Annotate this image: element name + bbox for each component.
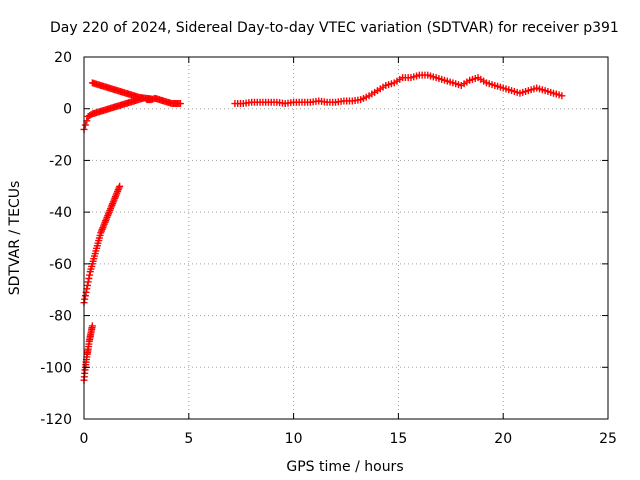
x-tick-label: 25	[599, 431, 617, 447]
grid-lines	[84, 57, 608, 419]
x-tick-label: 15	[389, 431, 407, 447]
plot-frame	[83, 56, 609, 420]
y-tick-label: -20	[49, 153, 72, 169]
y-tick-label: -60	[49, 257, 72, 273]
tick-labels: 0 5 10 15 20 25 -120 -100 -80 -60 -40 -20 0 20	[40, 50, 617, 447]
x-tick-label: 10	[285, 431, 303, 447]
data-point	[81, 121, 89, 129]
data-point	[88, 322, 96, 330]
x-tick-label: 0	[80, 431, 89, 447]
data-point	[116, 182, 124, 190]
y-tick-label: -120	[40, 412, 72, 428]
x-axis-label: GPS time / hours	[286, 459, 403, 475]
y-tick-label: 0	[63, 102, 72, 118]
x-tick-label: 20	[494, 431, 512, 447]
y-tick-label: -80	[49, 309, 72, 325]
x-tick-label: 5	[184, 431, 193, 447]
data-points	[80, 71, 566, 384]
data-point	[176, 100, 184, 108]
axis-ticks	[83, 56, 609, 420]
y-tick-label: -40	[49, 205, 72, 221]
y-axis-label: SDTVAR / TECUs	[7, 181, 23, 296]
y-tick-label: -100	[40, 360, 72, 376]
chart-title: Day 220 of 2024, Sidereal Day-to-day VTE…	[50, 20, 619, 36]
y-tick-label: 20	[54, 50, 72, 66]
data-point	[558, 92, 566, 100]
